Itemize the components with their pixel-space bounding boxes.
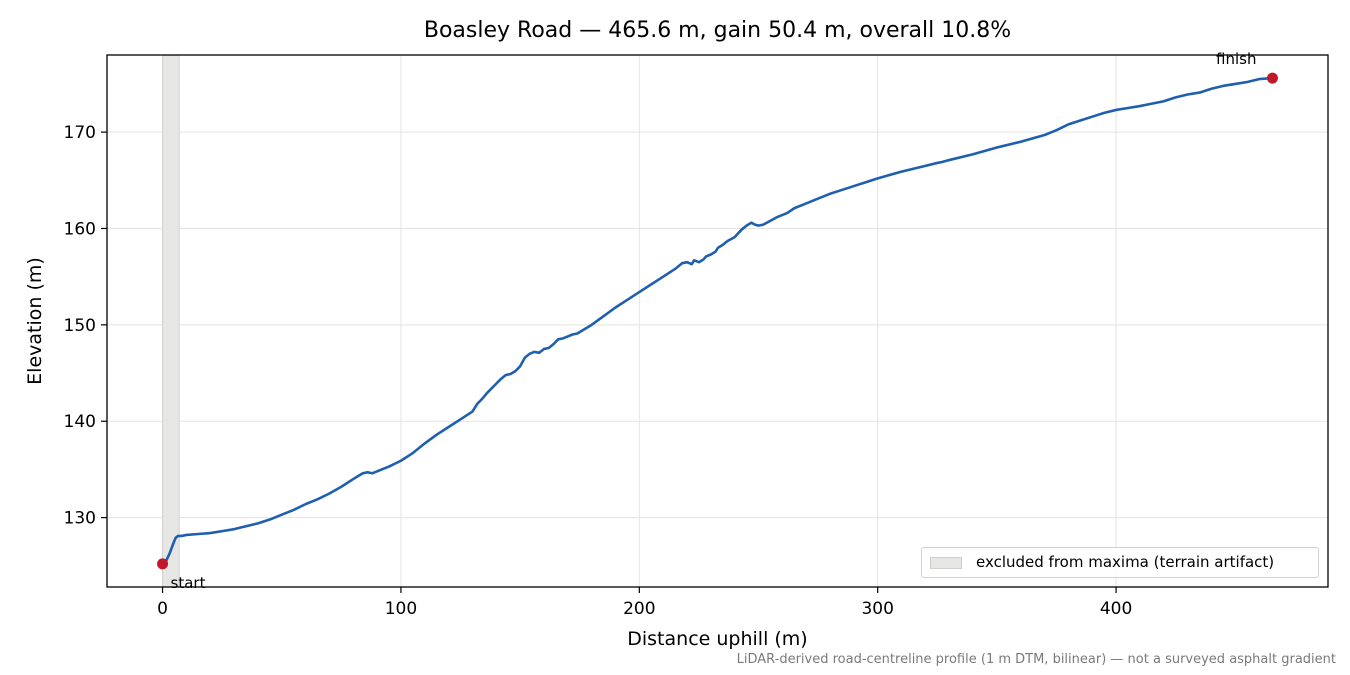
y-tick-label: 170 bbox=[64, 123, 96, 143]
chart-title: Boasley Road — 465.6 m, gain 50.4 m, ove… bbox=[423, 18, 1012, 43]
x-tick-label: 400 bbox=[1100, 599, 1132, 619]
y-tick-label: 160 bbox=[64, 219, 96, 239]
legend: excluded from maxima (terrain artifact) bbox=[921, 547, 1319, 578]
y-axis-label: Elevation (m) bbox=[24, 257, 46, 385]
y-tick-label: 130 bbox=[64, 509, 96, 529]
y-tick-label: 150 bbox=[64, 316, 96, 336]
x-tick-label: 200 bbox=[623, 599, 655, 619]
y-tick-label: 140 bbox=[64, 412, 96, 432]
elevation-profile-line bbox=[161, 76, 1274, 566]
start-label: start bbox=[171, 574, 206, 592]
x-tick-label: 300 bbox=[861, 599, 893, 619]
x-axis-label: Distance uphill (m) bbox=[627, 628, 808, 650]
legend-swatch-excluded bbox=[930, 557, 962, 569]
finish-marker bbox=[1266, 72, 1278, 84]
finish-label: finish bbox=[1216, 50, 1256, 68]
footnote: LiDAR-derived road-centreline profile (1… bbox=[736, 652, 1336, 667]
plot-area bbox=[107, 55, 1328, 587]
legend-label-excluded: excluded from maxima (terrain artifact) bbox=[976, 553, 1275, 571]
x-tick-label: 0 bbox=[157, 599, 168, 619]
excluded-band bbox=[162, 54, 180, 588]
start-marker bbox=[157, 558, 169, 570]
axes-frame bbox=[106, 54, 1329, 588]
x-tick-label: 100 bbox=[385, 599, 417, 619]
